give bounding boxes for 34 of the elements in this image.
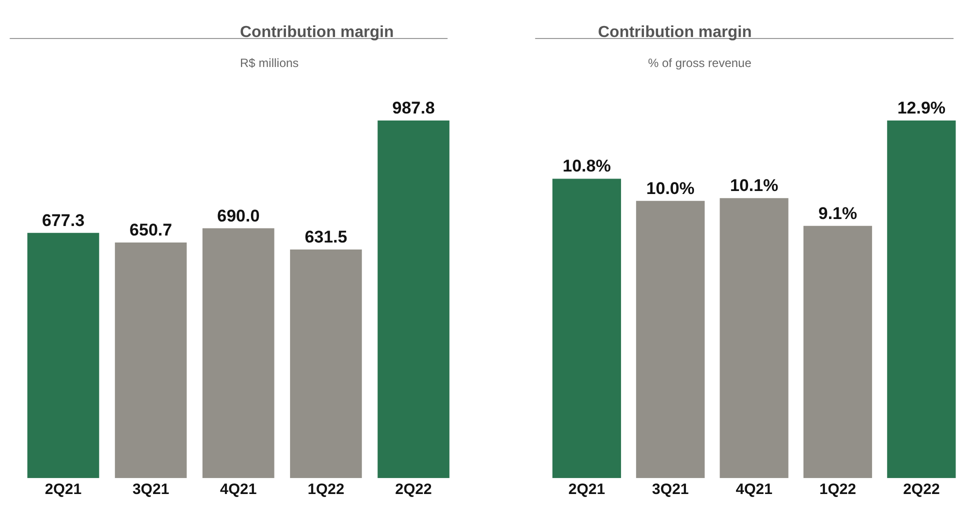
data-label: 631.5 — [304, 227, 348, 246]
x-tick-label: 2Q21 — [44, 481, 82, 498]
x-tick-label: 1Q22 — [308, 481, 344, 498]
x-tick-label: 1Q22 — [819, 481, 856, 498]
bar — [636, 200, 705, 478]
bar — [803, 226, 872, 478]
bar — [887, 120, 956, 478]
x-tick-label: 4Q21 — [220, 481, 257, 498]
x-tick-label: 3Q21 — [652, 481, 689, 498]
x-tick-label: 2Q22 — [395, 481, 432, 498]
chart-title: Contribution margin — [240, 24, 394, 41]
x-tick-label: 4Q21 — [736, 481, 772, 498]
chart-title: Contribution margin — [598, 24, 752, 41]
bar — [202, 228, 274, 478]
data-label: 9.1% — [818, 204, 858, 223]
x-tick-label: 3Q21 — [132, 481, 170, 498]
data-label: 10.1% — [730, 176, 778, 196]
bar — [720, 198, 788, 478]
bar — [290, 249, 362, 478]
bar — [552, 178, 622, 478]
data-label: 12.9% — [897, 98, 946, 118]
x-tick-label: 2Q22 — [903, 481, 940, 498]
data-label: 650.7 — [130, 220, 172, 240]
bar — [27, 232, 100, 478]
data-label: 690.0 — [217, 206, 260, 226]
data-label: 987.8 — [392, 98, 435, 118]
data-label: 677.3 — [42, 210, 85, 230]
bar — [378, 120, 450, 478]
x-tick-label: 2Q21 — [568, 481, 606, 498]
data-label: 10.0% — [646, 178, 694, 198]
chart-subtitle: R$ millions — [240, 56, 299, 70]
data-label: 10.8% — [562, 156, 611, 176]
chart-subtitle: % of gross revenue — [648, 56, 752, 70]
bar — [114, 242, 187, 478]
